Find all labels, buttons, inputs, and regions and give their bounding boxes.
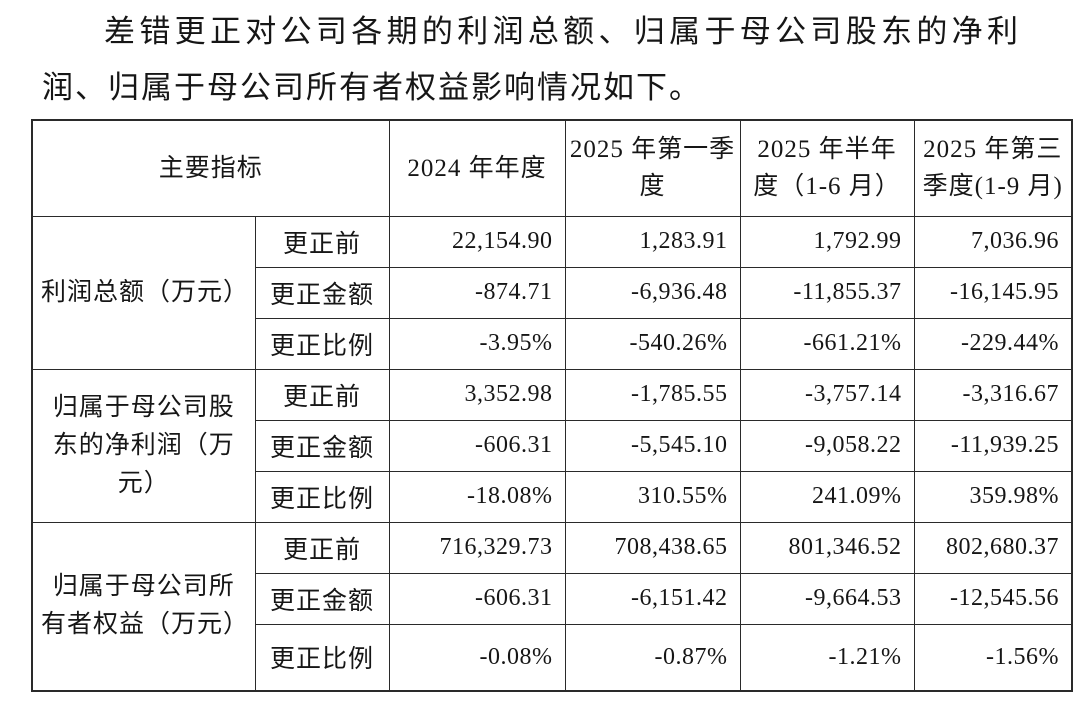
value-cell: 310.55%: [564, 470, 741, 523]
correction-impact-table: 主要指标 2024 年年度 2025 年第一季度 2025 年半年度（1-6 月…: [31, 119, 1074, 692]
value-cell: -606.31: [388, 572, 566, 625]
value-cell: -11,855.37: [739, 266, 915, 319]
value-cell: -18.08%: [388, 470, 566, 523]
value-cell: -6,936.48: [564, 266, 741, 319]
value-cell: -1.56%: [913, 623, 1073, 692]
table-row: 利润总额（万元） 更正前 22,154.90 1,283.91 1,792.99…: [31, 215, 1073, 370]
value-cell: 802,680.37: [913, 521, 1073, 574]
header-cell-period-h1-2025: 2025 年半年度（1-6 月）: [739, 119, 915, 217]
row-label-cell: 更正比例: [254, 623, 390, 692]
header-cell-period-2024: 2024 年年度: [388, 119, 566, 217]
value-cell: 3,352.98: [388, 368, 566, 421]
value-cell: 7,036.96: [913, 215, 1073, 268]
table-row: 更正比例 -0.08% -0.87% -1.21% -1.56%: [32, 623, 1073, 692]
value-cell: -3,757.14: [739, 368, 915, 421]
table-header-row: 主要指标 2024 年年度 2025 年第一季度 2025 年半年度（1-6 月…: [31, 119, 1073, 217]
header-cell-period-q1-2025: 2025 年第一季度: [564, 119, 741, 217]
category-cell: 利润总额（万元）: [31, 215, 256, 370]
value-cell: -16,145.95: [913, 266, 1073, 319]
value-cell: 708,438.65: [564, 521, 741, 574]
row-label-cell: 更正前: [254, 521, 390, 574]
row-label-cell: 更正前: [254, 215, 390, 268]
table-row: 归属于母公司所有者权益（万元） 更正前 716,329.73 708,438.6…: [31, 521, 1073, 692]
value-cell: -11,939.25: [913, 419, 1073, 472]
value-cell: -9,664.53: [739, 572, 915, 625]
intro-paragraph: 差错更正对公司各期的利润总额、归属于母公司股东的净利润、归属于母公司所有者权益影…: [42, 14, 1020, 105]
row-label-cell: 更正前: [254, 368, 390, 421]
value-cell: -661.21%: [739, 317, 915, 370]
value-cell: -12,545.56: [913, 572, 1073, 625]
value-cell: -9,058.22: [739, 419, 915, 472]
value-cell: 241.09%: [739, 470, 915, 523]
value-cell: -3,316.67: [913, 368, 1073, 421]
value-cell: -606.31: [388, 419, 566, 472]
value-cell: -229.44%: [913, 317, 1073, 370]
value-cell: 1,283.91: [564, 215, 741, 268]
value-cell: -0.87%: [564, 623, 741, 692]
value-cell: 801,346.52: [739, 521, 915, 574]
value-cell: -1.21%: [739, 623, 915, 692]
value-cell: -1,785.55: [564, 368, 741, 421]
value-cell: -540.26%: [564, 317, 741, 370]
value-cell: -3.95%: [388, 317, 566, 370]
row-label-cell: 更正金额: [254, 266, 390, 319]
category-cell: 归属于母公司股东的净利润（万元）: [31, 368, 256, 523]
value-cell: -0.08%: [388, 623, 566, 692]
table-row: 更正金额 -606.31 -6,151.42 -9,664.53 -12,545…: [32, 572, 1073, 625]
category-cell: 归属于母公司所有者权益（万元）: [31, 521, 256, 692]
table-row: 更正金额 -606.31 -5,545.10 -9,058.22 -11,939…: [32, 419, 1073, 472]
header-cell-indicator: 主要指标: [31, 119, 390, 217]
value-cell: 1,792.99: [739, 215, 915, 268]
table-row: 更正比例 -18.08% 310.55% 241.09% 359.98%: [32, 470, 1073, 523]
header-cell-period-q3-2025: 2025 年第三季度(1-9 月): [913, 119, 1073, 217]
value-cell: -5,545.10: [564, 419, 741, 472]
value-cell: 716,329.73: [388, 521, 566, 574]
table-row: 归属于母公司股东的净利润（万元） 更正前 3,352.98 -1,785.55 …: [31, 368, 1073, 523]
row-label-cell: 更正比例: [254, 470, 390, 523]
row-label-cell: 更正金额: [254, 419, 390, 472]
value-cell: 22,154.90: [388, 215, 566, 268]
value-cell: -874.71: [388, 266, 566, 319]
value-cell: -6,151.42: [564, 572, 741, 625]
row-label-cell: 更正比例: [254, 317, 390, 370]
row-label-cell: 更正金额: [254, 572, 390, 625]
value-cell: 359.98%: [913, 470, 1073, 523]
table-row: 更正比例 -3.95% -540.26% -661.21% -229.44%: [32, 317, 1073, 370]
